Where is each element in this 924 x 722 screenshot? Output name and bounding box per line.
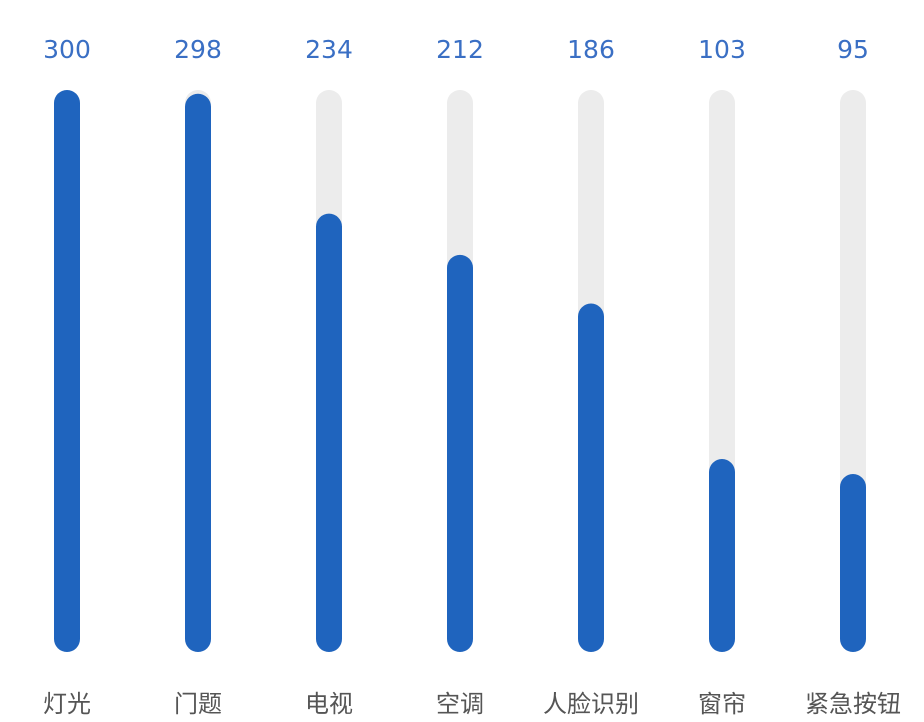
bar <box>185 93 211 653</box>
bar-value-label: 186 <box>567 35 615 64</box>
bar-value-label: 234 <box>305 35 353 64</box>
bar-value-label: 298 <box>174 35 222 64</box>
bar <box>316 213 342 652</box>
category-label: 窗帘 <box>698 690 746 718</box>
bars <box>54 90 866 653</box>
bar-value-label: 300 <box>43 35 91 64</box>
category-label: 人脸识别 <box>543 690 639 718</box>
bar <box>447 254 473 652</box>
category-label: 门题 <box>174 690 222 718</box>
bar <box>709 459 735 652</box>
bar-value-label: 212 <box>436 35 484 64</box>
bar-value-label: 95 <box>837 35 869 64</box>
category-labels: 灯光 门题 电视 空调 人脸识别 窗帘 紧急按钮 <box>43 690 901 718</box>
bar <box>54 90 80 652</box>
bar <box>840 474 866 652</box>
category-label: 空调 <box>436 690 484 718</box>
value-labels: 300 298 234 212 186 103 95 <box>43 35 869 64</box>
category-label: 紧急按钮 <box>805 690 901 718</box>
category-label: 电视 <box>305 690 353 718</box>
category-label: 灯光 <box>43 690 91 718</box>
bar-value-label: 103 <box>698 35 746 64</box>
bar <box>578 303 604 652</box>
